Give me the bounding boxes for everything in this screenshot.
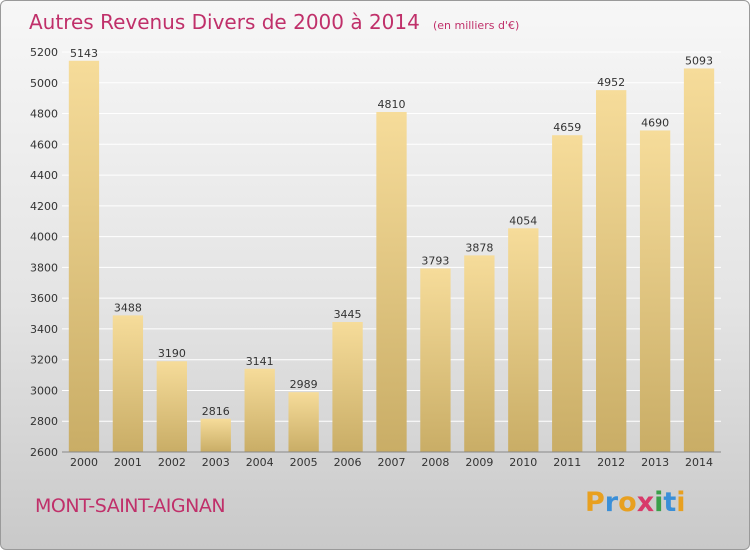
x-tick-label: 2000 — [70, 456, 98, 469]
data-label-2006: 3445 — [334, 308, 362, 321]
x-tick-label: 2002 — [158, 456, 186, 469]
bar-2005 — [288, 392, 319, 452]
x-tick-label: 2006 — [334, 456, 362, 469]
data-label-2002: 3190 — [158, 347, 186, 360]
x-tick-label: 2005 — [290, 456, 318, 469]
data-label-2012: 4952 — [597, 76, 625, 89]
data-label-2011: 4659 — [553, 121, 581, 134]
y-tick-label: 5000 — [30, 77, 58, 90]
data-label-2014: 5093 — [685, 54, 713, 67]
chart-title-main: Autres Revenus Divers de 2000 à 2014 — [29, 10, 420, 34]
logo-letter: i — [676, 487, 686, 518]
logo-letter: r — [604, 487, 619, 518]
x-axis-ticks: 2000 2001 2002 2003 2004 2005 2006 2007 2008 2009… — [70, 456, 713, 469]
chart-title: Autres Revenus Divers de 2000 à 2014 (en… — [29, 10, 519, 34]
data-label-2008: 3793 — [421, 254, 449, 267]
y-tick-label: 3000 — [30, 384, 58, 397]
data-label-2005: 2989 — [290, 378, 318, 391]
logo-letter: o — [618, 487, 637, 518]
x-tick-label: 2010 — [509, 456, 537, 469]
y-tick-label: 2600 — [30, 446, 58, 459]
x-tick-label: 2007 — [378, 456, 406, 469]
data-label-2004: 3141 — [246, 355, 274, 368]
y-tick-label: 4400 — [30, 169, 58, 182]
bar-2004 — [244, 368, 275, 452]
bar-2002 — [156, 361, 187, 452]
data-label-2003: 2816 — [202, 405, 230, 418]
data-label-2000: 5143 — [70, 47, 98, 60]
commune-name: MONT-SAINT-AIGNAN — [35, 495, 226, 517]
y-tick-label: 3200 — [30, 354, 58, 367]
bar-2009 — [464, 255, 495, 452]
x-tick-label: 2004 — [246, 456, 274, 469]
y-tick-label: 3400 — [30, 323, 58, 336]
y-tick-label: 2800 — [30, 415, 58, 428]
y-tick-label: 4200 — [30, 200, 58, 213]
x-tick-label: 2011 — [553, 456, 581, 469]
y-tick-label: 4000 — [30, 231, 58, 244]
proxiti-logo: Proxiti — [585, 487, 686, 518]
bar-2001 — [112, 315, 144, 452]
y-tick-label: 3800 — [30, 261, 58, 274]
y-tick-label: 5200 — [30, 46, 58, 59]
x-tick-label: 2009 — [465, 456, 493, 469]
x-tick-label: 2001 — [114, 456, 142, 469]
bar-2013 — [639, 130, 671, 452]
data-label-2010: 4054 — [509, 214, 537, 227]
y-axis-ticks: 2600 2800 3000 3200 3400 3600 3800 4000 4200 4400… — [30, 46, 58, 459]
bar-2003 — [200, 418, 231, 452]
bar-2000 — [68, 60, 100, 453]
logo-letter: P — [585, 487, 605, 518]
data-label-2009: 3878 — [465, 241, 493, 254]
chart-title-unit: (en milliers d'€) — [433, 19, 519, 32]
bar-2011 — [552, 135, 583, 452]
bar-2012 — [596, 90, 627, 453]
x-tick-label: 2014 — [685, 456, 713, 469]
logo-letter: t — [663, 487, 677, 518]
y-tick-label: 3600 — [30, 292, 58, 305]
data-label-2007: 4810 — [378, 98, 406, 111]
bar-2007 — [376, 112, 407, 452]
x-tick-label: 2003 — [202, 456, 230, 469]
bar-2006 — [332, 322, 363, 452]
x-tick-label: 2012 — [597, 456, 625, 469]
data-label-2013: 4690 — [641, 116, 669, 129]
x-tick-label: 2013 — [641, 456, 669, 469]
logo-letter: i — [654, 487, 664, 518]
y-tick-label: 4800 — [30, 108, 58, 121]
bar-2014 — [683, 68, 715, 452]
data-label-2001: 3488 — [114, 301, 142, 314]
y-tick-label: 4600 — [30, 138, 58, 151]
bar-2008 — [420, 268, 451, 452]
logo-letter: x — [636, 487, 655, 518]
bars: 5143 3488 3190 2816 3141 2989 3445 4810 3793 3878… — [68, 47, 715, 453]
x-tick-label: 2008 — [421, 456, 449, 469]
bar-2010 — [508, 228, 539, 452]
